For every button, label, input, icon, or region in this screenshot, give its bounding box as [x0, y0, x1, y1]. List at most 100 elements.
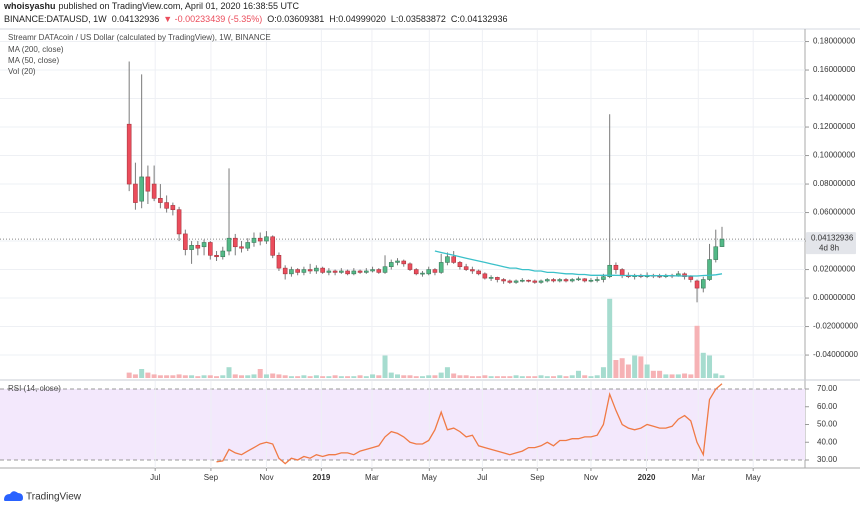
volume-bar — [501, 376, 507, 378]
volume-bar — [588, 376, 594, 378]
candle-body — [133, 183, 138, 203]
volume-bar — [195, 376, 201, 378]
plot: 0.18000000 0.16000000 0.14000000 0.12000000… — [0, 30, 858, 482]
volume-bar — [569, 375, 575, 378]
volume-bar — [263, 374, 269, 378]
author: whoisyashu — [3, 1, 56, 11]
volume-bar — [625, 364, 631, 378]
volume-bar — [669, 374, 675, 378]
volume-bar — [707, 355, 713, 378]
candle-body — [451, 256, 456, 263]
header-line-1: whoisyashu published on TradingView.com, … — [3, 1, 300, 11]
candle-body — [544, 279, 550, 282]
candle-body — [176, 209, 182, 235]
volume-bar — [600, 367, 606, 378]
volume-bar — [201, 375, 207, 378]
volume-bar — [395, 374, 401, 378]
volume-bar — [694, 325, 700, 378]
volume-bar — [650, 370, 656, 378]
published: published on TradingView.com, April 01, … — [59, 1, 300, 11]
volume-bar — [401, 375, 407, 378]
candle-body — [270, 236, 276, 256]
volume-bar — [632, 355, 638, 378]
volume-bar — [326, 376, 332, 378]
candle-body — [295, 269, 300, 273]
candle-body — [420, 272, 425, 275]
candle-body — [370, 269, 375, 272]
y-tick-label: 0.00000000 — [813, 293, 856, 302]
x-tick-label: 2020 — [638, 473, 656, 482]
candle-body — [569, 279, 575, 282]
y-tick-label: -0.02000000 — [813, 322, 858, 331]
candle-body — [183, 233, 188, 250]
candle-body — [345, 270, 350, 275]
volume-bar — [345, 376, 351, 378]
candle-body — [239, 246, 244, 249]
volume-bar — [451, 373, 457, 378]
candle-body — [520, 279, 525, 282]
candle-body — [351, 270, 357, 275]
legend-volume: Vol (20) — [8, 67, 36, 76]
y-tick-label: 0.12000000 — [813, 122, 856, 131]
candle-body — [576, 278, 581, 281]
volume-bar — [376, 375, 382, 378]
rsi-y-tick-label: 50.00 — [817, 420, 838, 429]
volume-bar — [132, 374, 138, 378]
volume-bar — [182, 375, 188, 378]
candle-body — [532, 280, 538, 283]
volume-bar — [313, 375, 319, 378]
volume-bar — [382, 355, 388, 378]
candle-body — [364, 270, 369, 273]
volume-bar — [426, 375, 432, 378]
volume-bar — [251, 374, 257, 378]
candle-body — [526, 279, 531, 282]
logo-icon — [4, 491, 23, 501]
candle-body — [232, 237, 238, 248]
volume-bar — [551, 376, 557, 378]
candle-body — [220, 250, 226, 258]
volume-bar — [164, 375, 170, 378]
open: O:0.03609381 — [267, 14, 324, 24]
candle-body — [513, 280, 519, 283]
volume-bar — [157, 375, 163, 378]
x-tick-label: Sep — [530, 473, 545, 482]
candle-body — [332, 270, 338, 273]
volume-bar — [457, 375, 463, 378]
x-tick-label: 2019 — [312, 473, 330, 482]
candle-body — [214, 255, 219, 258]
volume-bar — [488, 376, 494, 378]
candle-body — [245, 242, 251, 249]
candle-body — [694, 280, 700, 289]
candle-body — [264, 236, 269, 242]
candle-body — [339, 270, 344, 273]
y-tick-label: 0.08000000 — [813, 179, 856, 188]
volume-bar — [220, 375, 226, 378]
legend-ma200: MA (200, close) — [8, 45, 64, 54]
candle-body — [314, 267, 319, 272]
candle-body — [557, 279, 563, 282]
x-tick-label: Jul — [477, 473, 487, 482]
volume-bar — [719, 375, 725, 378]
volume-bar — [444, 367, 450, 378]
candle-body — [563, 279, 569, 282]
header-line-2: BINANCE:DATAUSD, 1W 0.04132936 ▼ -0.002334… — [4, 14, 507, 24]
candle-body — [619, 269, 625, 276]
volume-bar — [388, 372, 394, 378]
candle-body — [476, 270, 481, 275]
close: C:0.04132936 — [451, 14, 508, 24]
volume-bar — [232, 374, 238, 378]
last-price: 0.04132936 — [112, 14, 160, 24]
volume-bar — [145, 372, 151, 378]
volume-bar — [469, 376, 475, 378]
volume-bar — [295, 376, 301, 378]
volume-bar — [214, 376, 220, 378]
candle-body — [688, 276, 694, 280]
volume-bar — [613, 360, 619, 378]
volume-bar — [226, 367, 232, 378]
candle-body — [551, 279, 556, 282]
candle-body — [320, 267, 325, 273]
candle-body — [376, 269, 382, 273]
volume-bar — [563, 376, 569, 378]
volume-bar — [557, 375, 563, 378]
candle-body — [326, 270, 332, 273]
